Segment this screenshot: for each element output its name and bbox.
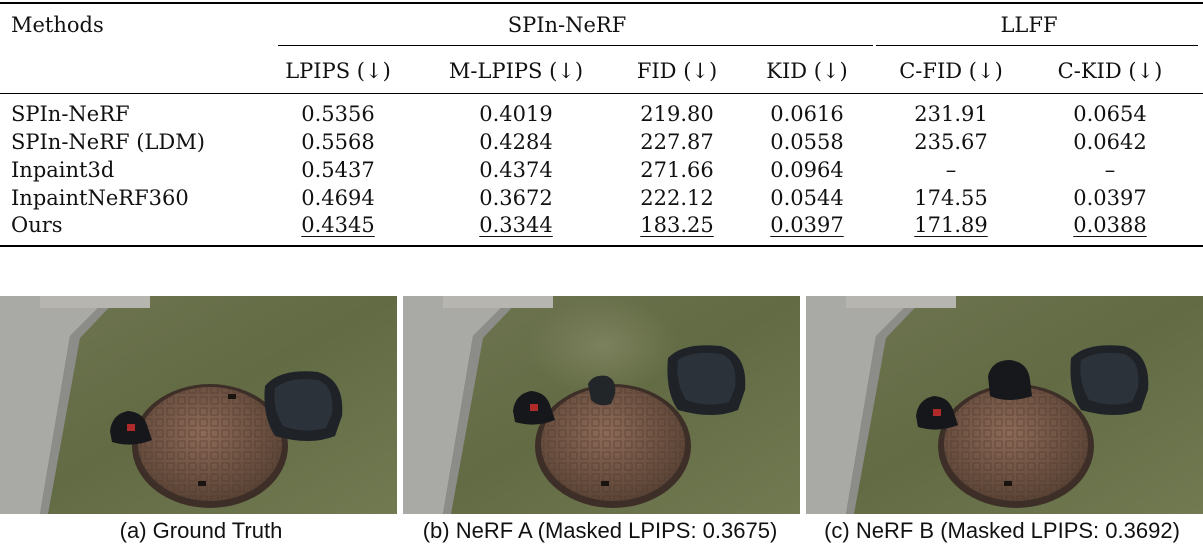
value-cell: 222.12 xyxy=(640,186,714,210)
value-cell: 0.5356 xyxy=(301,102,375,126)
method-cell: Inpaint3d xyxy=(11,158,115,182)
column-header-c-fid: C-FID (↓) xyxy=(899,59,1003,83)
best-value-cell: 0.4345 xyxy=(301,213,375,237)
value-cell: – xyxy=(945,158,957,182)
caption-ground-truth: (a) Ground Truth xyxy=(119,518,283,543)
value-cell: 174.55 xyxy=(914,186,988,210)
best-value-cell: 0.0388 xyxy=(1073,213,1147,237)
value-cell: 0.0616 xyxy=(770,102,844,126)
value-cell: 0.4694 xyxy=(301,186,375,210)
group-rule-spin-nerf xyxy=(278,45,873,46)
value-cell: 227.87 xyxy=(640,130,714,154)
method-cell: Ours xyxy=(11,213,63,237)
methods-header: Methods xyxy=(11,13,104,37)
column-header-lpips: LPIPS (↓) xyxy=(285,59,391,83)
value-cell: – xyxy=(1104,158,1116,182)
value-cell: 0.3672 xyxy=(479,186,553,210)
image-ground-truth xyxy=(0,296,397,514)
caption-nerf-a: (b) NeRF A (Masked LPIPS: 0.3675) xyxy=(422,518,778,543)
image-nerf-a xyxy=(403,296,800,514)
top-rule xyxy=(0,2,1203,4)
group-header-llff: LLFF xyxy=(1000,13,1058,37)
value-cell: 0.4019 xyxy=(479,102,553,126)
best-value-cell: 183.25 xyxy=(640,213,714,237)
best-value-cell: 0.0397 xyxy=(770,213,844,237)
value-cell: 0.5437 xyxy=(301,158,375,182)
value-cell: 0.0544 xyxy=(770,186,844,210)
best-value-cell: 171.89 xyxy=(914,213,988,237)
caption-nerf-b: (c) NeRF B (Masked LPIPS: 0.3692) xyxy=(824,518,1180,543)
column-header-kid: KID (↓) xyxy=(766,59,848,83)
best-value-cell: 0.3344 xyxy=(479,213,553,237)
value-cell: 0.0397 xyxy=(1073,186,1147,210)
value-cell: 0.0558 xyxy=(770,130,844,154)
column-header-c-kid: C-KID (↓) xyxy=(1057,59,1163,83)
value-cell: 0.0964 xyxy=(770,158,844,182)
group-rule-llff xyxy=(876,45,1198,46)
results-table: Methods SPIn-NeRF LLFF LPIPS (↓) M-LPIPS… xyxy=(0,0,1203,250)
method-cell: InpaintNeRF360 xyxy=(11,186,189,210)
method-cell: SPIn-NeRF xyxy=(11,102,130,126)
header-rule xyxy=(0,93,1203,94)
image-nerf-b xyxy=(806,296,1203,514)
value-cell: 235.67 xyxy=(914,130,988,154)
bottom-rule xyxy=(0,245,1203,247)
value-cell: 0.0654 xyxy=(1073,102,1147,126)
column-header-m-lpips: M-LPIPS (↓) xyxy=(448,59,584,83)
value-cell: 271.66 xyxy=(640,158,714,182)
method-cell: SPIn-NeRF (LDM) xyxy=(11,130,205,154)
value-cell: 0.0642 xyxy=(1073,130,1147,154)
value-cell: 0.4284 xyxy=(479,130,553,154)
group-header-spin-nerf: SPIn-NeRF xyxy=(507,13,627,37)
value-cell: 0.5568 xyxy=(301,130,375,154)
value-cell: 0.4374 xyxy=(479,158,553,182)
value-cell: 219.80 xyxy=(640,102,714,126)
column-header-fid: FID (↓) xyxy=(636,59,718,83)
value-cell: 231.91 xyxy=(914,102,988,126)
